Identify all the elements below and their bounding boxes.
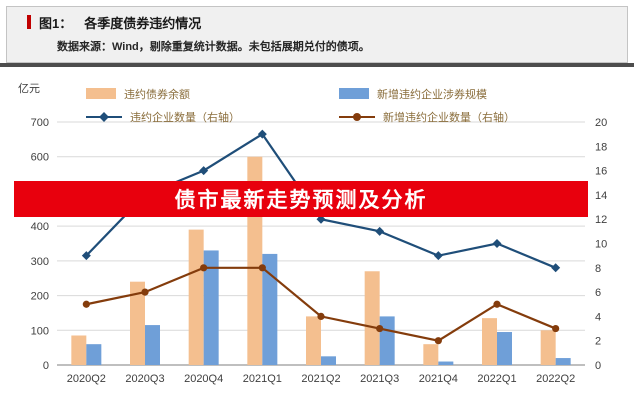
legend-item-new-defaulting-enterprise-count: 新增违约企业数量（右轴） <box>339 105 515 128</box>
header-divider <box>0 63 634 67</box>
overlay-banner: 债市最新走势预测及分析 <box>14 181 588 217</box>
overlay-banner-text: 债市最新走势预测及分析 <box>174 189 428 212</box>
svg-text:2021Q1: 2021Q1 <box>243 373 282 385</box>
legend-label-line-1: 新增违约企业数量（右轴） <box>383 111 515 124</box>
circle-marker-icon <box>353 112 361 121</box>
svg-text:2022Q2: 2022Q2 <box>536 373 575 385</box>
svg-text:2020Q3: 2020Q3 <box>125 373 164 385</box>
svg-text:6: 6 <box>595 287 601 299</box>
legend-label-bar-0: 违约债券余额 <box>124 88 190 101</box>
svg-text:100: 100 <box>31 325 49 337</box>
svg-text:14: 14 <box>595 190 607 202</box>
svg-text:8: 8 <box>595 263 601 275</box>
figure-title-row: 图1： 各季度债券违约情况 <box>27 13 617 31</box>
svg-text:2020Q2: 2020Q2 <box>67 373 106 385</box>
svg-text:300: 300 <box>31 256 49 268</box>
svg-text:20: 20 <box>595 117 607 129</box>
figure-header: 图1： 各季度债券违约情况 数据来源：Wind，剔除重复统计数据。未包括展期兑付… <box>6 6 628 63</box>
svg-text:16: 16 <box>595 166 607 178</box>
svg-text:0: 0 <box>43 360 49 372</box>
legend-item-defaulted-bond-balance: 违约债券余额 <box>86 82 339 105</box>
svg-text:200: 200 <box>31 291 49 303</box>
legend-swatch-line-0 <box>86 111 122 123</box>
legend-swatch-bar-1 <box>339 88 369 99</box>
svg-text:4: 4 <box>595 311 601 323</box>
svg-text:700: 700 <box>31 117 49 129</box>
svg-text:2020Q4: 2020Q4 <box>184 373 223 385</box>
legend-swatch-line-1 <box>339 111 375 123</box>
chart-legend: 违约债券余额 违约企业数量（右轴） 新增违约企业涉券规模 新增违约企业数量（右轴… <box>86 82 515 128</box>
svg-text:2: 2 <box>595 336 601 348</box>
red-accent-bar <box>27 15 31 29</box>
data-source-note: 数据来源：Wind，剔除重复统计数据。未包括展期兑付的债项。 <box>57 41 370 53</box>
svg-text:2021Q3: 2021Q3 <box>360 373 399 385</box>
svg-text:10: 10 <box>595 239 607 251</box>
svg-text:12: 12 <box>595 214 607 226</box>
svg-text:600: 600 <box>31 152 49 164</box>
diamond-marker-icon <box>99 111 109 122</box>
figure-number: 图1： <box>39 15 73 31</box>
legend-item-new-defaulting-bond-scale: 新增违约企业涉券规模 <box>339 82 515 105</box>
svg-text:亿元: 亿元 <box>18 82 40 95</box>
svg-text:18: 18 <box>595 141 607 153</box>
svg-text:400: 400 <box>31 221 49 233</box>
figure-title: 各季度债券违约情况 <box>84 15 202 31</box>
legend-swatch-bar-0 <box>86 88 116 99</box>
svg-text:2021Q2: 2021Q2 <box>301 373 340 385</box>
legend-item-defaulting-enterprise-count: 违约企业数量（右轴） <box>86 105 339 128</box>
svg-text:2021Q4: 2021Q4 <box>419 373 458 385</box>
svg-text:0: 0 <box>595 360 601 372</box>
legend-label-line-0: 违约企业数量（右轴） <box>130 111 240 124</box>
legend-label-bar-1: 新增违约企业涉券规模 <box>377 88 487 101</box>
svg-text:2022Q1: 2022Q1 <box>477 373 516 385</box>
